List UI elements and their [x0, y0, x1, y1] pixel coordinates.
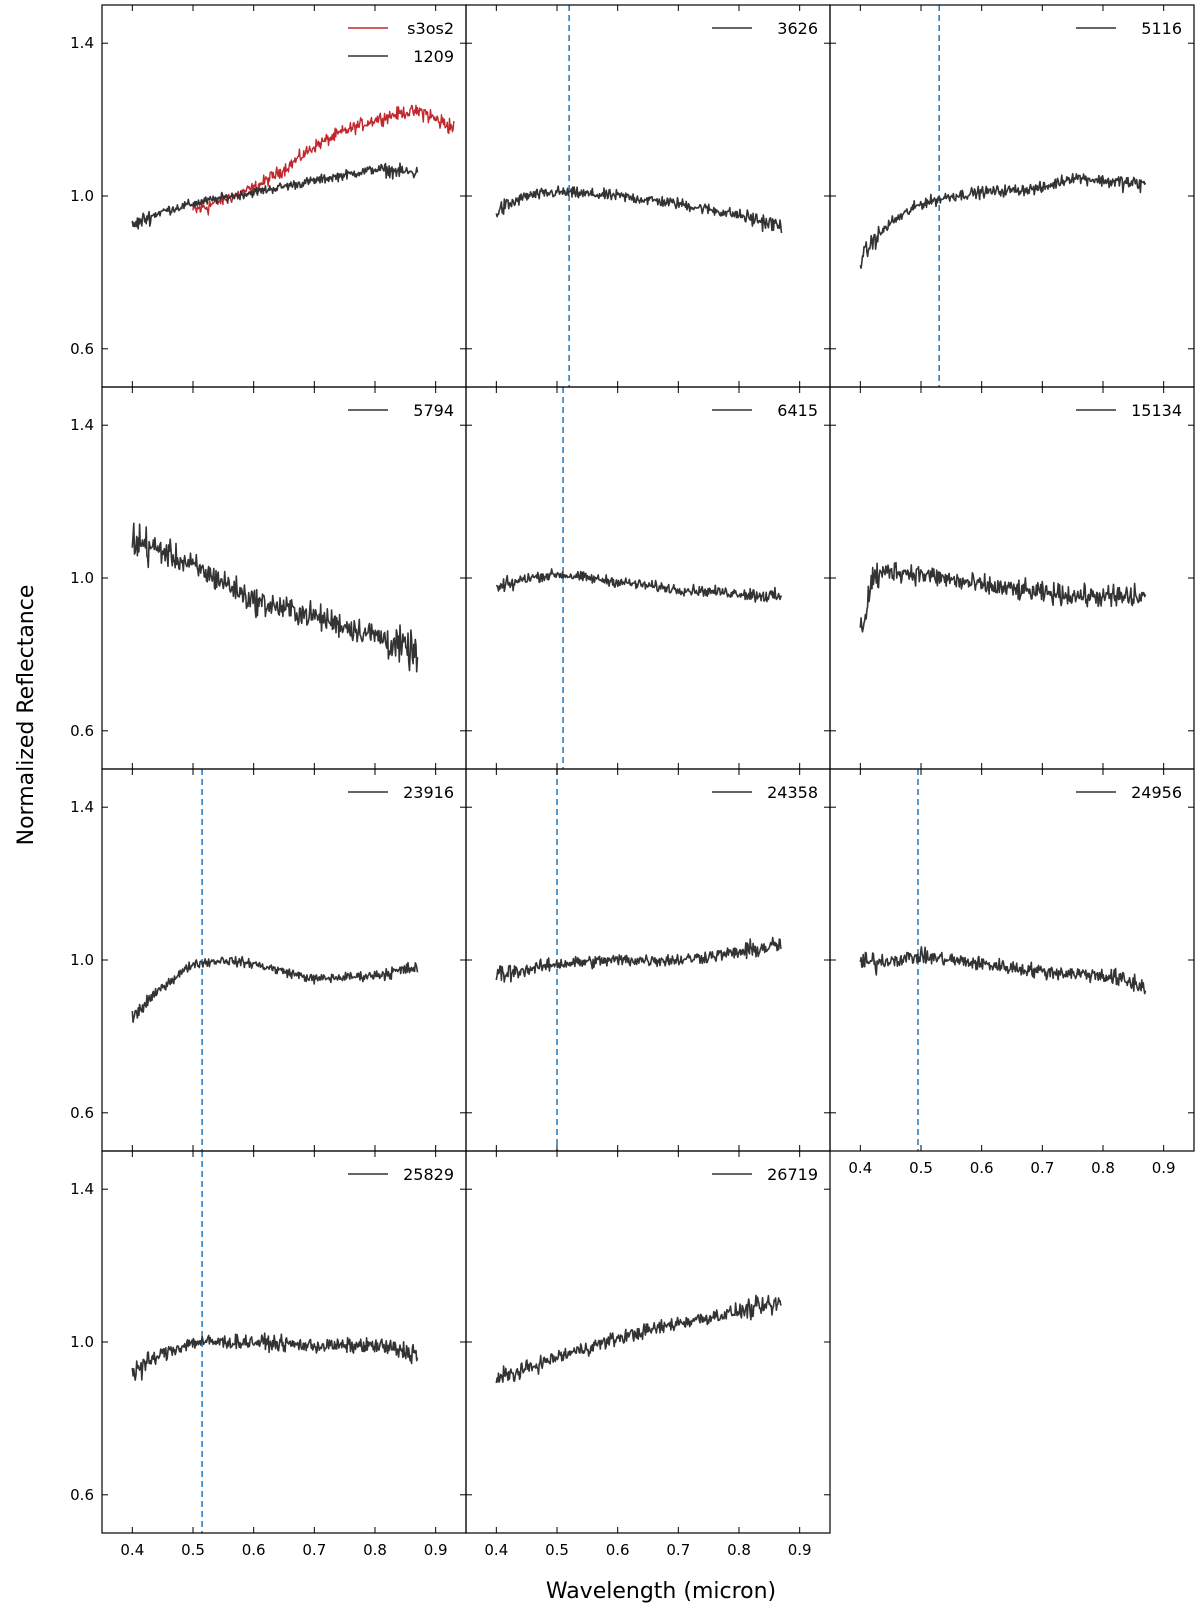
legend-label: 3626 [777, 19, 818, 38]
x-tick-label: 0.8 [727, 1541, 751, 1559]
legend-label: 23916 [403, 783, 454, 802]
legend-entry: 26719 [712, 1165, 818, 1184]
panel-9: 0.4 0.5 0.6 0.7 0.8 0.9 24956 [829, 768, 1195, 1177]
spectra-group [495, 568, 783, 603]
x-tick-label: 0.8 [1091, 1159, 1115, 1177]
panel-frame [101, 768, 467, 1152]
spectrum-line-3626 [495, 185, 783, 234]
x-tick-label: 0.5 [545, 1541, 569, 1559]
legend-entry: s3os2 [348, 19, 454, 38]
x-tick-label: 0.8 [363, 1541, 387, 1559]
spectrum-line-1209 [131, 162, 419, 230]
y-tick-label: 1.4 [70, 34, 94, 52]
x-axis-title: Wavelength (micron) [546, 1579, 776, 1604]
x-tick-label: 0.5 [181, 1541, 205, 1559]
legend-label: 25829 [403, 1165, 454, 1184]
x-tick-label: 0.4 [120, 1541, 144, 1559]
panel-5: 6415 [465, 386, 831, 770]
panel-frame [829, 4, 1195, 388]
legend-label: 5116 [1141, 19, 1182, 38]
legend-label: 5794 [413, 401, 454, 420]
spectra-group [131, 104, 455, 230]
y-tick-label: 1.0 [70, 1333, 94, 1351]
spectra-group [495, 936, 783, 983]
spectrum-line-26719 [495, 1294, 782, 1384]
x-tick-label: 0.9 [424, 1541, 448, 1559]
panel-frame [101, 386, 467, 770]
spectrum-line-23916 [131, 955, 419, 1023]
spectra-group [859, 946, 1147, 995]
legend-entry: 1209 [348, 47, 454, 66]
spectrum-line-25829 [131, 1332, 419, 1381]
panel-frame [829, 386, 1195, 770]
x-tick-label: 0.5 [909, 1159, 933, 1177]
panel-10: 0.6 1.0 1.4 0.4 0.5 0.6 0.7 0.8 0.9 25829 [70, 1150, 467, 1559]
spectrum-line-5116 [859, 173, 1147, 269]
legend-entry: 5116 [1076, 19, 1182, 38]
x-tick-label: 0.6 [970, 1159, 994, 1177]
x-tick-label: 0.9 [788, 1541, 812, 1559]
panel-frame [101, 4, 467, 388]
legend-label: 24956 [1131, 783, 1182, 802]
spectrum-line-6415 [495, 568, 783, 603]
spectra-group [859, 173, 1147, 269]
legend-entry: 25829 [348, 1165, 454, 1184]
legend-entry: 24358 [712, 783, 818, 802]
x-tick-label: 0.6 [242, 1541, 266, 1559]
spectra-group [131, 1332, 419, 1381]
x-tick-label: 0.9 [1152, 1159, 1176, 1177]
legend-label: 1209 [413, 47, 454, 66]
y-tick-label: 1.4 [70, 416, 94, 434]
legend-label: s3os2 [407, 19, 454, 38]
y-tick-label: 1.0 [70, 187, 94, 205]
spectra-group [859, 561, 1147, 633]
spectrum-line-24956 [859, 946, 1147, 995]
x-tick-label: 0.4 [848, 1159, 872, 1177]
legend-entry: 6415 [712, 401, 818, 420]
spectra-group [495, 1294, 782, 1384]
x-tick-label: 0.7 [666, 1541, 690, 1559]
panel-2: 3626 [465, 4, 831, 388]
panel-frame [829, 768, 1195, 1152]
x-tick-label: 0.7 [302, 1541, 326, 1559]
y-tick-label: 1.4 [70, 798, 94, 816]
spectrum-line-5794 [131, 522, 419, 673]
x-tick-label: 0.7 [1030, 1159, 1054, 1177]
legend-entry: 3626 [712, 19, 818, 38]
panel-7: 0.6 1.0 1.4 23916 [70, 768, 467, 1152]
panels-layer: 0.6 1.0 1.4 s3os2 1209 3626 5116 0.6 1.0 1.4 5794 6… [70, 4, 1195, 1559]
y-tick-label: 0.6 [70, 340, 94, 358]
y-tick-label: 0.6 [70, 722, 94, 740]
panel-6: 15134 [829, 386, 1195, 770]
legend-label: 26719 [767, 1165, 818, 1184]
legend-label: 15134 [1131, 401, 1182, 420]
legend-entry: 15134 [1076, 401, 1182, 420]
panel-4: 0.6 1.0 1.4 5794 [70, 386, 467, 770]
legend-label: 6415 [777, 401, 818, 420]
legend-label: 24358 [767, 783, 818, 802]
panel-8: 24358 [465, 768, 831, 1152]
panel-3: 5116 [829, 4, 1195, 388]
y-tick-label: 1.0 [70, 569, 94, 587]
x-tick-label: 0.6 [606, 1541, 630, 1559]
panel-frame [465, 1150, 831, 1534]
y-axis-title: Normalized Reflectance [14, 585, 39, 846]
panel-frame [101, 1150, 467, 1534]
legend-entry: 5794 [348, 401, 454, 420]
spectra-group [131, 955, 419, 1023]
y-tick-label: 0.6 [70, 1486, 94, 1504]
spectra-group [495, 185, 783, 234]
spectrum-line-15134 [859, 561, 1147, 633]
panel-11: 0.4 0.5 0.6 0.7 0.8 0.9 26719 [465, 1150, 831, 1559]
y-tick-label: 1.0 [70, 951, 94, 969]
y-tick-label: 1.4 [70, 1180, 94, 1198]
legend-entry: 23916 [348, 783, 454, 802]
y-tick-label: 0.6 [70, 1104, 94, 1122]
panel-1: 0.6 1.0 1.4 s3os2 1209 [70, 4, 467, 388]
spectra-group [131, 522, 419, 673]
x-tick-label: 0.4 [484, 1541, 508, 1559]
spectrum-line-24358 [495, 936, 783, 983]
legend-entry: 24956 [1076, 783, 1182, 802]
